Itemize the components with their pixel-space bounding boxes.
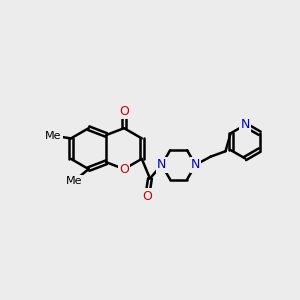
Text: N: N bbox=[157, 158, 166, 171]
Text: O: O bbox=[119, 163, 129, 176]
Text: N: N bbox=[241, 118, 250, 131]
Text: O: O bbox=[142, 190, 152, 203]
Text: N: N bbox=[191, 158, 200, 171]
Text: O: O bbox=[119, 105, 129, 118]
Text: Me: Me bbox=[65, 176, 82, 186]
Text: Me: Me bbox=[45, 131, 62, 141]
